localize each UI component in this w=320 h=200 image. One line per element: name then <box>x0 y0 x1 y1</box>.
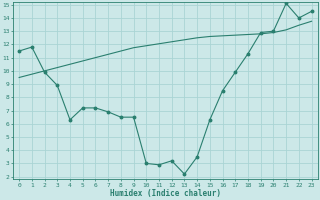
X-axis label: Humidex (Indice chaleur): Humidex (Indice chaleur) <box>110 189 221 198</box>
